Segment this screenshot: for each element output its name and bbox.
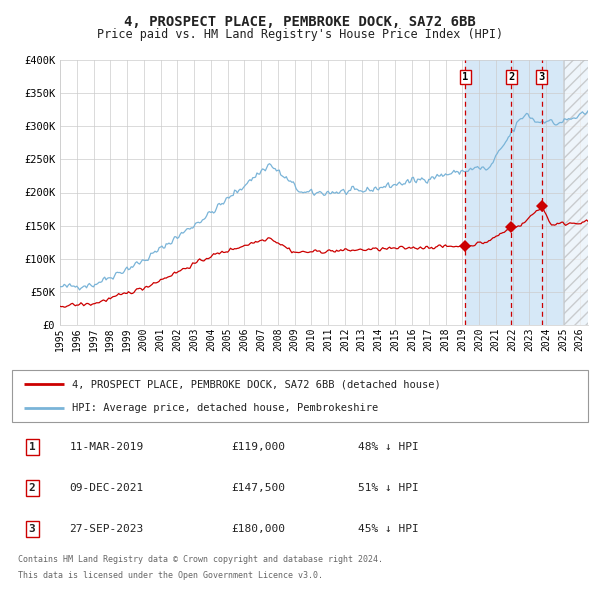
Text: 48% ↓ HPI: 48% ↓ HPI — [358, 442, 418, 452]
Text: HPI: Average price, detached house, Pembrokeshire: HPI: Average price, detached house, Pemb… — [73, 403, 379, 413]
Text: £119,000: £119,000 — [231, 442, 285, 452]
Text: 2: 2 — [508, 72, 514, 82]
Text: 27-SEP-2023: 27-SEP-2023 — [70, 524, 144, 534]
Text: 4, PROSPECT PLACE, PEMBROKE DOCK, SA72 6BB (detached house): 4, PROSPECT PLACE, PEMBROKE DOCK, SA72 6… — [73, 379, 441, 389]
Text: Price paid vs. HM Land Registry's House Price Index (HPI): Price paid vs. HM Land Registry's House … — [97, 28, 503, 41]
Text: 11-MAR-2019: 11-MAR-2019 — [70, 442, 144, 452]
Text: 1: 1 — [463, 72, 469, 82]
Bar — [564, 60, 588, 325]
Text: 2: 2 — [29, 483, 35, 493]
Text: 09-DEC-2021: 09-DEC-2021 — [70, 483, 144, 493]
Text: £180,000: £180,000 — [231, 524, 285, 534]
Text: Contains HM Land Registry data © Crown copyright and database right 2024.: Contains HM Land Registry data © Crown c… — [18, 556, 383, 565]
Text: 51% ↓ HPI: 51% ↓ HPI — [358, 483, 418, 493]
FancyBboxPatch shape — [12, 370, 588, 422]
Text: 45% ↓ HPI: 45% ↓ HPI — [358, 524, 418, 534]
Text: 3: 3 — [538, 72, 545, 82]
Text: 3: 3 — [29, 524, 35, 534]
Text: £147,500: £147,500 — [231, 483, 285, 493]
Bar — [466, 60, 588, 325]
Text: 4, PROSPECT PLACE, PEMBROKE DOCK, SA72 6BB: 4, PROSPECT PLACE, PEMBROKE DOCK, SA72 6… — [124, 15, 476, 29]
Text: This data is licensed under the Open Government Licence v3.0.: This data is licensed under the Open Gov… — [18, 572, 323, 581]
Text: 1: 1 — [29, 442, 35, 452]
